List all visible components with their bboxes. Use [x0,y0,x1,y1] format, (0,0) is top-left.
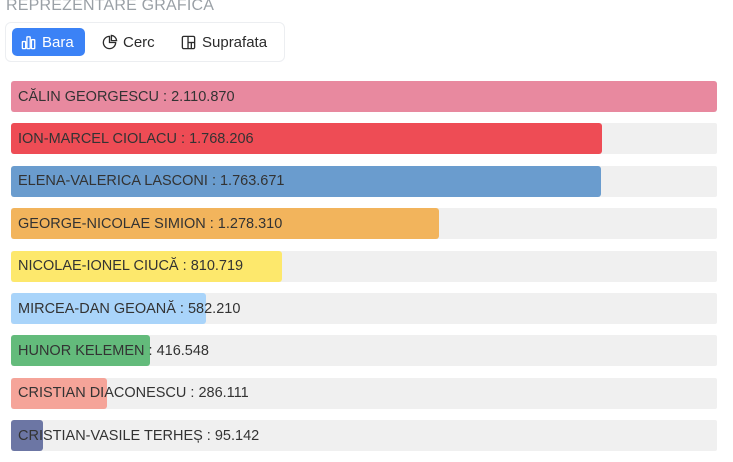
bar-label: GEORGE-NICOLAE SIMION : 1.278.310 [18,215,283,232]
bar-chart-icon [20,34,37,51]
bar-row[interactable]: CĂLIN GEORGESCU : 2.110.870 [11,81,717,112]
bar-row[interactable]: MIRCEA-DAN GEOANĂ : 582.210 [11,293,717,324]
bar [11,123,603,155]
bar-row[interactable]: CRISTIAN DIACONESCU : 286.111 [11,377,717,409]
bar [11,165,601,197]
bar [11,420,43,452]
chart-type-tabs: Bara Cerc Suprafata [5,22,285,62]
tab-label: Suprafata [202,33,268,51]
treemap-icon [180,34,197,51]
bar-label: CRISTIAN DIACONESCU : 286.111 [18,385,249,402]
bar-label: CĂLIN GEORGESCU : 2.110.870 [18,88,235,105]
tab-label: Cerc [123,33,155,51]
bar-chart: CĂLIN GEORGESCU : 2.110.870 ION-MARCEL CI… [11,81,717,453]
bar-row[interactable]: ELENA-VALERICA LASCONI : 1.763.671 [11,165,717,197]
bar-label: ELENA-VALERICA LASCONI : 1.763.671 [18,173,285,190]
bar-row[interactable]: CRISTIAN-VASILE TERHEȘ : 95.142 [11,420,717,452]
tab-suprafata[interactable]: Suprafata [172,28,278,56]
bar-row[interactable]: HUNOR KELEMEN : 416.548 [11,335,717,367]
bar-label: ION-MARCEL CIOLACU : 1.768.206 [18,130,254,147]
bar-row[interactable]: GEORGE-NICOLAE SIMION : 1.278.310 [11,208,717,240]
bar-track [11,377,717,409]
pie-chart-icon [101,34,118,51]
section-title: REPREZENTARE GRAFICĂ [6,0,215,14]
bar-label: NICOLAE-IONEL CIUCĂ : 810.719 [18,258,244,275]
tab-cerc[interactable]: Cerc [93,28,170,56]
bar [11,335,151,367]
bar-row[interactable]: NICOLAE-IONEL CIUCĂ : 810.719 [11,250,717,282]
bar [11,81,717,112]
bar-label: MIRCEA-DAN GEOANĂ : 582.210 [18,300,241,317]
bar-row[interactable]: ION-MARCEL CIOLACU : 1.768.206 [11,123,717,155]
tab-label: Bara [42,33,74,51]
tab-bara[interactable]: Bara [12,28,85,56]
bar-track [11,420,717,452]
bar [11,293,206,324]
bar [11,377,107,409]
bar-label: HUNOR KELEMEN : 416.548 [18,342,209,359]
bar [11,208,439,240]
bar [11,250,283,282]
bar-label: CRISTIAN-VASILE TERHEȘ : 95.142 [18,427,260,444]
